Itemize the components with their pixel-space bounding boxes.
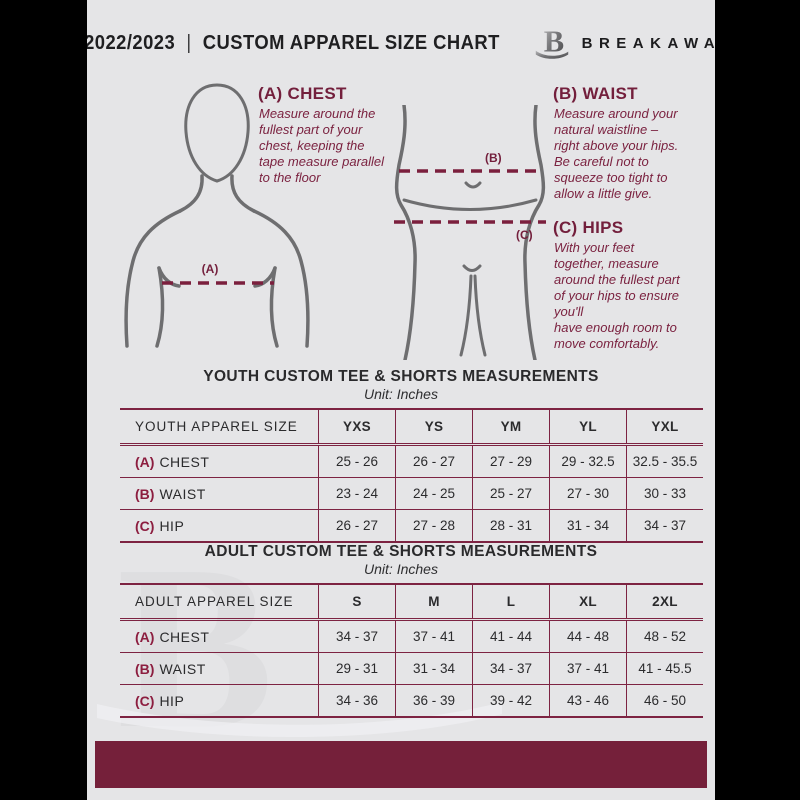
row-prefix: (A) bbox=[135, 628, 155, 645]
cell: 29 - 31 bbox=[318, 652, 396, 685]
cell: 37 - 41 bbox=[549, 652, 627, 685]
row-prefix: (B) bbox=[135, 485, 155, 502]
youth-size-table: YOUTH APPAREL SIZE YXS YS YM YL YXL (A) C… bbox=[120, 408, 703, 543]
row-label: (C) HIP bbox=[120, 509, 319, 543]
row-prefix: (C) bbox=[135, 692, 155, 709]
year-label: 2022/2023 bbox=[87, 31, 175, 54]
cell: 37 - 41 bbox=[395, 619, 473, 653]
row-name: HIP bbox=[159, 517, 185, 534]
hip-line-label: (C) bbox=[516, 228, 533, 242]
youth-table-title: YOUTH CUSTOM TEE & SHORTS MEASUREMENTS bbox=[203, 368, 599, 385]
row-name: CHEST bbox=[159, 453, 210, 470]
hips-figure: (B) (C) bbox=[390, 105, 550, 360]
cell: 34 - 37 bbox=[318, 619, 396, 653]
row-prefix: (A) bbox=[135, 453, 155, 470]
cell: 48 - 52 bbox=[626, 619, 703, 653]
column-header-l: L bbox=[472, 583, 550, 621]
brand-name: BREAKAWAY bbox=[581, 34, 715, 52]
column-header-ys: YS bbox=[395, 408, 473, 446]
cell: 43 - 46 bbox=[549, 684, 627, 718]
adult-size-column-label: ADULT APPAREL SIZE bbox=[120, 583, 319, 621]
cell: 31 - 34 bbox=[395, 652, 473, 685]
cell: 27 - 28 bbox=[395, 509, 473, 543]
row-label: (B) WAIST bbox=[120, 477, 319, 510]
size-chart-page: B 2022/2023 | CUSTOM APPAREL SIZE CHART … bbox=[87, 0, 715, 800]
table-header-row: ADULT APPAREL SIZE S M L XL 2XL bbox=[120, 583, 703, 621]
brand-block: B BREAKAWAY bbox=[531, 22, 715, 64]
breakaway-b-logo-icon: B bbox=[535, 25, 568, 59]
cell: 24 - 25 bbox=[395, 477, 473, 510]
adult-table-title: ADULT CUSTOM TEE & SHORTS MEASUREMENTS bbox=[204, 543, 598, 560]
cell: 41 - 44 bbox=[472, 619, 550, 653]
cell: 32.5 - 35.5 bbox=[626, 444, 703, 478]
cell: 25 - 26 bbox=[318, 444, 396, 478]
cell: 34 - 37 bbox=[626, 509, 703, 543]
page-title: 2022/2023 | CUSTOM APPAREL SIZE CHART bbox=[87, 32, 500, 55]
cell: 31 - 34 bbox=[549, 509, 627, 543]
torso-outline-icon: (A) bbox=[124, 83, 310, 348]
table-row-chest: (A) CHEST 34 - 37 37 - 41 41 - 44 44 - 48… bbox=[120, 619, 703, 653]
footer-bar bbox=[95, 741, 707, 788]
waist-description: Measure around your natural waistline – … bbox=[554, 106, 679, 201]
cell: 28 - 31 bbox=[472, 509, 550, 543]
cell: 30 - 33 bbox=[626, 477, 703, 510]
cell: 34 - 36 bbox=[318, 684, 396, 718]
table-row-waist: (B) WAIST 23 - 24 24 - 25 25 - 27 27 - 30… bbox=[120, 477, 703, 510]
header-bar: 2022/2023 | CUSTOM APPAREL SIZE CHART B … bbox=[87, 22, 715, 64]
cell: 25 - 27 bbox=[472, 477, 550, 510]
cell: 36 - 39 bbox=[395, 684, 473, 718]
cell: 27 - 29 bbox=[472, 444, 550, 478]
cell: 29 - 32.5 bbox=[549, 444, 627, 478]
title-text: CUSTOM APPAREL SIZE CHART bbox=[202, 31, 500, 54]
cell: 26 - 27 bbox=[318, 509, 396, 543]
column-header-s: S bbox=[318, 583, 396, 621]
table-row-hip: (C) HIP 34 - 36 36 - 39 39 - 42 43 - 46 4… bbox=[120, 684, 703, 718]
row-prefix: (B) bbox=[135, 660, 155, 677]
chest-figure: (A) bbox=[122, 80, 312, 350]
table-row-waist: (B) WAIST 29 - 31 31 - 34 34 - 37 37 - 41… bbox=[120, 652, 703, 685]
adult-table-unit: Unit: Inches bbox=[364, 561, 438, 577]
adult-size-table: ADULT APPAREL SIZE S M L XL 2XL (A) CHEST… bbox=[120, 583, 703, 718]
column-header-xl: XL bbox=[549, 583, 627, 621]
cell: 46 - 50 bbox=[626, 684, 703, 718]
cell: 34 - 37 bbox=[472, 652, 550, 685]
waist-hips-outline-icon: (B) (C) bbox=[394, 105, 546, 360]
chest-line-label: (A) bbox=[202, 262, 219, 276]
column-header-yxs: YXS bbox=[318, 408, 396, 446]
row-label: (A) CHEST bbox=[120, 444, 319, 478]
hips-heading: (C) HIPS bbox=[553, 218, 624, 237]
column-header-ym: YM bbox=[472, 408, 550, 446]
row-label: (C) HIP bbox=[120, 684, 319, 718]
row-name: WAIST bbox=[159, 660, 206, 677]
column-header-m: M bbox=[395, 583, 473, 621]
table-header-row: YOUTH APPAREL SIZE YXS YS YM YL YXL bbox=[120, 408, 703, 446]
column-header-yxl: YXL bbox=[626, 408, 703, 446]
cell: 23 - 24 bbox=[318, 477, 396, 510]
row-label: (A) CHEST bbox=[120, 619, 319, 653]
cell: 26 - 27 bbox=[395, 444, 473, 478]
waist-heading: (B) WAIST bbox=[553, 84, 638, 103]
table-row-hip: (C) HIP 26 - 27 27 - 28 28 - 31 31 - 34 3… bbox=[120, 509, 703, 543]
waist-line-label: (B) bbox=[485, 151, 502, 165]
svg-text:B: B bbox=[543, 25, 563, 59]
column-header-2xl: 2XL bbox=[626, 583, 703, 621]
cell: 44 - 48 bbox=[549, 619, 627, 653]
title-separator: | bbox=[186, 31, 192, 54]
row-name: WAIST bbox=[159, 485, 206, 502]
cell: 39 - 42 bbox=[472, 684, 550, 718]
cell: 27 - 30 bbox=[549, 477, 627, 510]
row-name: HIP bbox=[159, 692, 185, 709]
chest-heading: (A) CHEST bbox=[258, 84, 347, 103]
chest-description: Measure around the fullest part of your … bbox=[259, 106, 385, 185]
cell: 41 - 45.5 bbox=[626, 652, 703, 685]
row-prefix: (C) bbox=[135, 517, 155, 534]
row-name: CHEST bbox=[159, 628, 210, 645]
youth-size-column-label: YOUTH APPAREL SIZE bbox=[120, 408, 319, 446]
youth-table-unit: Unit: Inches bbox=[364, 386, 438, 402]
row-label: (B) WAIST bbox=[120, 652, 319, 685]
hips-description: With your feet together, measure around … bbox=[554, 240, 680, 351]
column-header-yl: YL bbox=[549, 408, 627, 446]
table-row-chest: (A) CHEST 25 - 26 26 - 27 27 - 29 29 - 32… bbox=[120, 444, 703, 478]
